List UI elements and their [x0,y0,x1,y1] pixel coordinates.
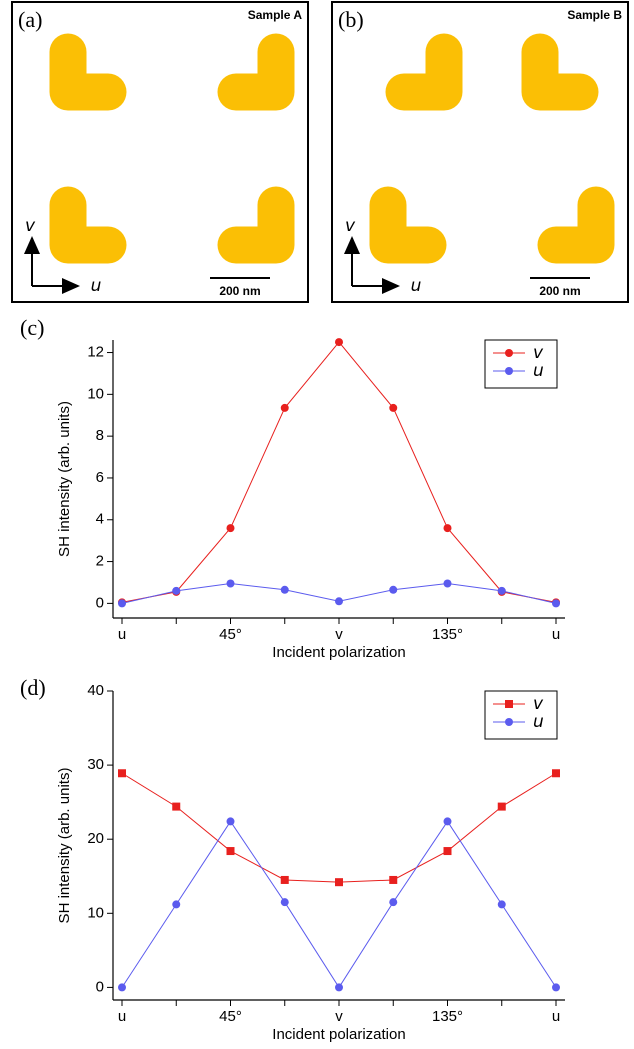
scale-label: 200 nm [219,284,260,298]
nanostructure [68,52,108,92]
x-tick-label: u [552,1008,560,1025]
marker [498,900,506,908]
marker [172,803,180,811]
panel-label: (a) [18,7,42,32]
legend-label: u [533,361,544,381]
x-axis-title: Incident polarization [272,644,405,661]
nanostructure [236,205,276,245]
marker [444,524,452,532]
marker [552,983,560,991]
nanostructure [540,52,580,92]
marker [389,898,397,906]
marker [335,597,343,605]
x-tick-label: v [335,626,343,643]
y-tick-label: 10 [87,904,104,921]
marker [444,580,452,588]
marker [389,586,397,594]
sample-label: Sample A [248,8,303,22]
y-tick-label: 8 [96,427,104,444]
y-tick-label: 4 [96,511,104,528]
y-tick-label: 6 [96,469,104,486]
nanostructure [68,205,108,245]
y-tick-label: 0 [96,978,104,995]
legend-marker [505,700,513,708]
y-tick-label: 12 [87,344,104,361]
marker [172,587,180,595]
y-tick-label: 30 [87,756,104,773]
panel-label: (c) [20,315,44,340]
legend-label: u [533,712,544,732]
legend-label: v [533,694,544,714]
x-tick-label: 135° [432,626,463,643]
legend-marker [505,367,513,375]
legend-box [485,340,557,388]
y-tick-label: 2 [96,553,104,570]
marker [227,847,235,855]
legend-label: v [533,343,544,363]
marker [444,847,452,855]
axis-u-label: u [411,276,422,296]
legend-box [485,691,557,739]
marker [281,404,289,412]
legend-marker [505,718,513,726]
x-axis-title: Incident polarization [272,1026,405,1043]
x-tick-label: 135° [432,1008,463,1025]
x-tick-label: 45° [219,626,242,643]
y-tick-label: 20 [87,830,104,847]
marker [227,524,235,532]
x-tick-label: u [552,626,560,643]
y-axis-title: SH intensity (arb. units) [56,768,73,924]
marker [118,983,126,991]
y-tick-label: 0 [96,594,104,611]
marker [281,898,289,906]
marker [498,587,506,595]
nanostructure [388,205,428,245]
marker [552,769,560,777]
marker [227,817,235,825]
nanostructure [556,205,596,245]
axis-u-label: u [91,276,102,296]
y-tick-label: 10 [87,385,104,402]
marker [335,983,343,991]
series-line [122,773,556,882]
marker [227,580,235,588]
scale-label: 200 nm [539,284,580,298]
nanostructure [236,52,276,92]
marker [281,586,289,594]
x-tick-label: u [118,626,126,643]
marker [335,878,343,886]
axis-v-label: v [345,216,356,236]
series-line [122,821,556,987]
marker [118,769,126,777]
marker [389,404,397,412]
panel-label: (d) [20,675,46,700]
marker [335,338,343,346]
figure: (a)Sample Avu200 nm(b)Sample Bvu200 nm(c… [0,0,634,1049]
axis-v-label: v [25,216,36,236]
marker [281,876,289,884]
x-tick-label: v [335,1008,343,1025]
marker [389,876,397,884]
x-tick-label: u [118,1008,126,1025]
marker [118,599,126,607]
marker [444,817,452,825]
marker [552,599,560,607]
legend-marker [505,349,513,357]
x-tick-label: 45° [219,1008,242,1025]
y-tick-label: 40 [87,682,104,699]
y-axis-title: SH intensity (arb. units) [56,401,73,557]
marker [172,900,180,908]
nanostructure [404,52,444,92]
panel-label: (b) [338,7,364,32]
marker [498,803,506,811]
sample-label: Sample B [567,8,622,22]
